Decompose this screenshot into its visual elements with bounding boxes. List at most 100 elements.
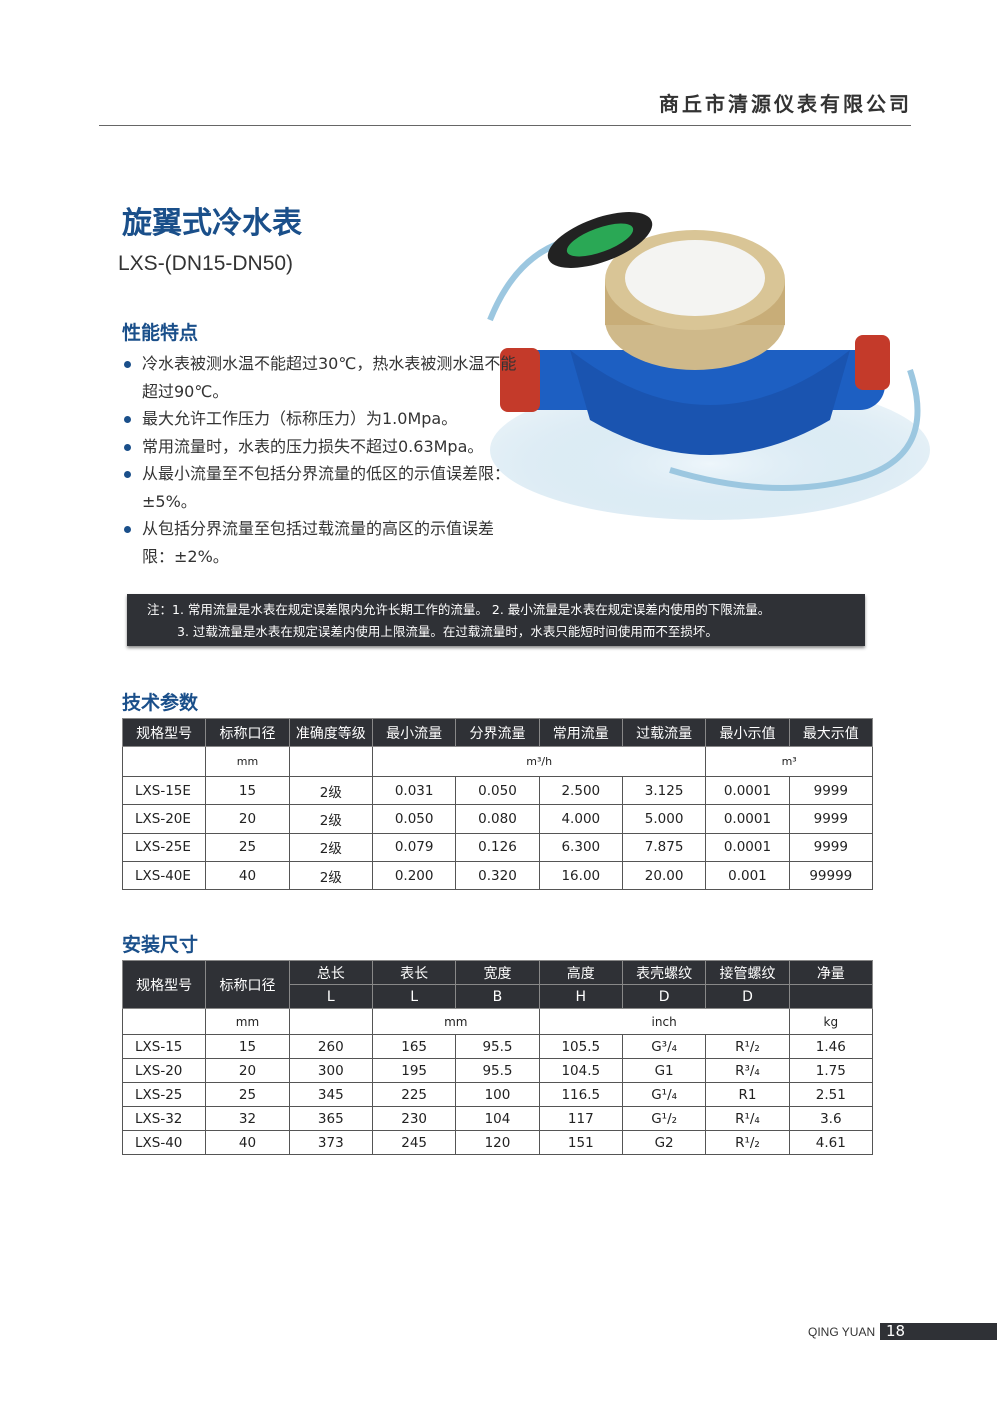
- table-cell: 25: [205, 832, 290, 862]
- column-header: 宽度: [455, 960, 540, 985]
- feature-item: 最大允许工作压力（标称压力）为1.0Mpa。: [122, 405, 522, 433]
- column-header: 最小示值: [705, 718, 790, 747]
- column-header: 净量: [788, 960, 874, 985]
- table-row: LXS-40 40 373 245 120 151 G2 R¹/₂ 4.61: [121, 1130, 874, 1155]
- symbol-header: H: [538, 984, 623, 1009]
- footer-brand: QING YUAN: [808, 1325, 876, 1339]
- column-header: 常用流量: [538, 718, 623, 747]
- table-cell: 16.00: [538, 860, 623, 891]
- table-cell: 4.61: [788, 1130, 874, 1155]
- unit-cell: mm: [205, 746, 290, 777]
- table-cell: R1: [705, 1082, 790, 1107]
- table-cell: 2.51: [788, 1082, 874, 1107]
- table-cell: 0.080: [455, 804, 540, 834]
- table-cell: 7.875: [621, 832, 707, 862]
- table-cell: LXS-25: [121, 1082, 207, 1107]
- column-header: 最大示值: [788, 718, 874, 747]
- symbol-header: D: [705, 984, 790, 1009]
- table-cell: 25: [205, 1082, 290, 1107]
- table-cell: LXS-15E: [121, 775, 207, 806]
- column-header: 高度: [538, 960, 623, 985]
- unit-cell: mm: [205, 1008, 290, 1035]
- table-cell: 365: [288, 1106, 373, 1131]
- unit-cell: [121, 1008, 207, 1035]
- table-cell: 0.050: [371, 804, 457, 834]
- table-cell: LXS-32: [121, 1106, 207, 1131]
- unit-cell: inch: [538, 1008, 790, 1035]
- table-cell: 1.75: [788, 1058, 874, 1083]
- table-cell: 373: [288, 1130, 373, 1155]
- table-cell: LXS-25E: [121, 832, 207, 862]
- note-line-2: 3. 过载流量是水表在规定误差内使用上限流量。在过载流量时，水表只能短时间使用而…: [177, 624, 718, 639]
- table-cell: 40: [205, 860, 290, 891]
- table-cell: 116.5: [538, 1082, 623, 1107]
- tech-heading: 技术参数: [122, 692, 199, 714]
- table-cell: 0.079: [371, 832, 457, 862]
- table-cell: R³/₄: [705, 1058, 790, 1083]
- table-cell: 5.000: [621, 804, 707, 834]
- symbol-header: B: [455, 984, 540, 1009]
- table-cell: 0.0001: [705, 804, 790, 834]
- column-header: 表壳螺纹: [621, 960, 707, 985]
- unit-cell: [288, 746, 373, 777]
- table-cell: 3.6: [788, 1106, 874, 1131]
- table-cell: 20.00: [621, 860, 707, 891]
- table-cell: 0.200: [371, 860, 457, 891]
- column-header: 规格型号: [121, 718, 207, 747]
- column-header: 准确度等级: [288, 718, 373, 747]
- table-cell: 95.5: [455, 1034, 540, 1059]
- unit-cell: m³: [705, 746, 873, 777]
- table-cell: R¹/₂: [705, 1034, 790, 1059]
- unit-cell: [121, 746, 207, 777]
- product-model: LXS-(DN15-DN50): [118, 252, 294, 275]
- table-cell: 0.126: [455, 832, 540, 862]
- table-cell: 15: [205, 775, 290, 806]
- table-cell: 1.46: [788, 1034, 874, 1059]
- install-heading: 安装尺寸: [122, 934, 199, 956]
- unit-cell: m³/h: [371, 746, 707, 777]
- table-cell: 225: [371, 1082, 457, 1107]
- table-cell: 195: [371, 1058, 457, 1083]
- table-cell: 2级: [288, 804, 373, 834]
- table-cell: 15: [205, 1034, 290, 1059]
- feature-item: 从最小流量至不包括分界流量的低区的示值误差限：±5%。: [122, 460, 522, 515]
- table-cell: 3.125: [621, 775, 707, 806]
- table-cell: G³/₄: [621, 1034, 707, 1059]
- feature-item: 冷水表被测水温不能超过30℃，热水表被测水温不能超过90℃。: [122, 350, 522, 405]
- column-header: 标称口径: [205, 960, 290, 1009]
- table-cell: 95.5: [455, 1058, 540, 1083]
- table-cell: 104: [455, 1106, 540, 1131]
- table-cell: G1: [621, 1058, 707, 1083]
- unit-cell: kg: [788, 1008, 874, 1035]
- table-row: LXS-15E 15 2级 0.031 0.050 2.500 3.125 0.0001 999…: [121, 775, 874, 806]
- table-cell: 0.0001: [705, 832, 790, 862]
- table-cell: 6.300: [538, 832, 623, 862]
- symbol-header: [788, 984, 874, 1009]
- table-cell: 151: [538, 1130, 623, 1155]
- table-cell: LXS-15: [121, 1034, 207, 1059]
- column-header: 总长: [288, 960, 373, 985]
- table-cell: 32: [205, 1106, 290, 1131]
- column-header: 最小流量: [371, 718, 457, 747]
- table-cell: 9999: [788, 804, 874, 834]
- company-name: 商丘市清源仪表有限公司: [659, 92, 912, 116]
- table-cell: 2.500: [538, 775, 623, 806]
- header-row: 规格型号 标称口径 总长 表长 宽度 高度 表壳螺纹 接管螺纹 净量: [121, 960, 874, 1009]
- table-cell: R¹/₂: [705, 1130, 790, 1155]
- table-cell: LXS-20: [121, 1058, 207, 1083]
- table-cell: 2级: [288, 832, 373, 862]
- product-title: 旋翼式冷水表: [122, 206, 302, 241]
- feature-item: 常用流量时，水表的压力损失不超过0.63Mpa。: [122, 433, 522, 461]
- water-meter-image: [487, 212, 930, 520]
- table-cell: 2级: [288, 860, 373, 891]
- tech-params-table: 规格型号 标称口径 准确度等级 最小流量 分界流量 常用流量 过载流量 最小示值 最大示值 mm m…: [121, 718, 874, 891]
- table-cell: 9999: [788, 775, 874, 806]
- feature-item: 从包括分界流量至包括过载流量的高区的示值误差限：±2%。: [122, 515, 522, 570]
- table-cell: 99999: [788, 860, 874, 891]
- column-header: 接管螺纹: [705, 960, 790, 985]
- table-cell: 20: [205, 804, 290, 834]
- table-cell: G¹/₂: [621, 1106, 707, 1131]
- symbol-header: L: [371, 984, 457, 1009]
- table-cell: G2: [621, 1130, 707, 1155]
